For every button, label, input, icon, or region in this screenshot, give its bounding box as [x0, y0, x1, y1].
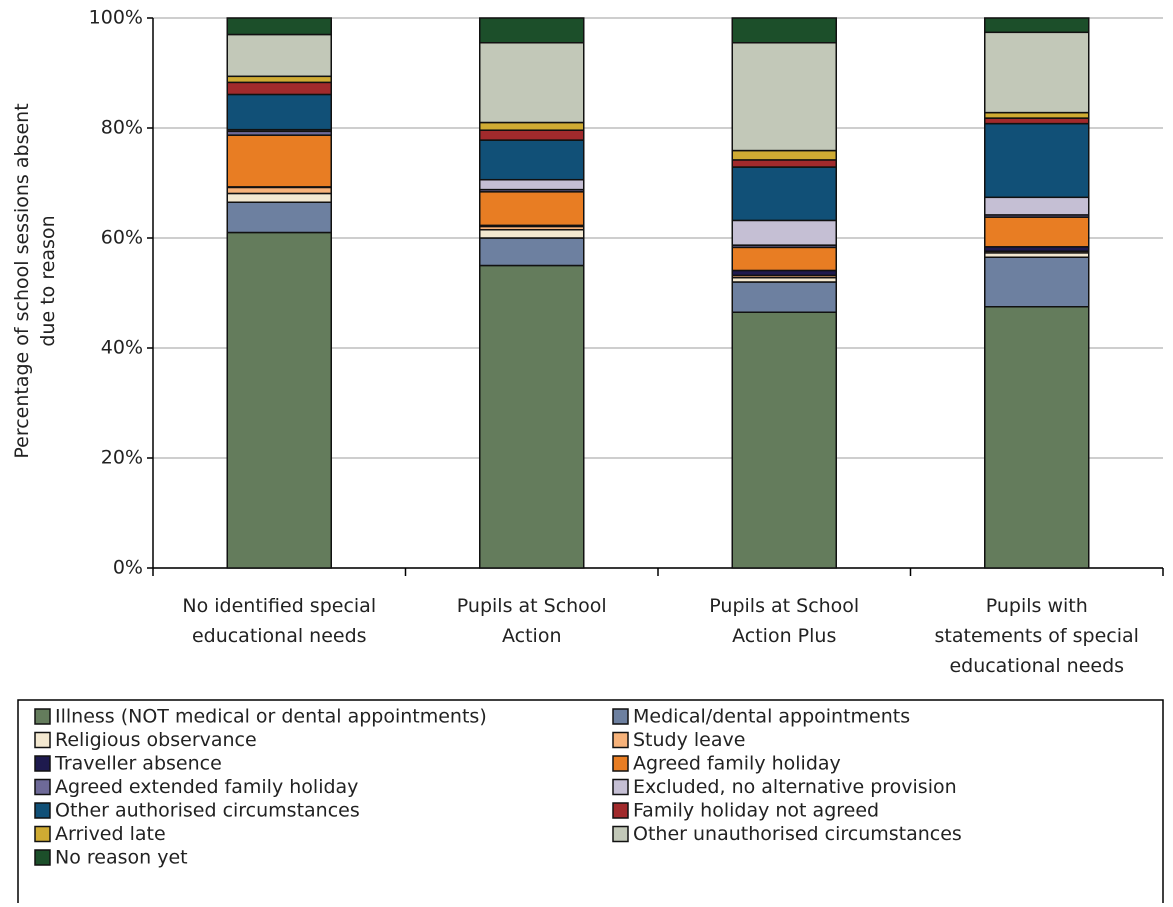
legend-label: Family holiday not agreed: [633, 800, 879, 822]
legend-label: Medical/dental appointments: [633, 706, 910, 728]
legend-swatch: [34, 849, 51, 866]
x-tick-label: Pupils at School Action Plus: [709, 595, 859, 647]
bar-segment: [731, 246, 837, 272]
bar-segment: [984, 117, 1090, 125]
bar-segment: [984, 256, 1090, 308]
y-tick-label: 40%: [101, 337, 143, 359]
bar-segment: [226, 33, 332, 78]
bar-segment: [226, 134, 332, 188]
legend-swatch: [612, 802, 629, 819]
bar-segment: [731, 311, 837, 569]
bar-segment: [226, 93, 332, 131]
y-tick-label: 0%: [113, 557, 143, 579]
legend-label: Other unauthorised circumstances: [633, 823, 962, 845]
legend-swatch: [34, 802, 51, 819]
x-tick-label: Pupils with statements of special educatio…: [935, 595, 1139, 677]
bar-segment: [731, 159, 837, 168]
bar-segment: [984, 122, 1090, 199]
bar-segment: [984, 17, 1090, 34]
bar-segment: [479, 264, 585, 569]
legend-label: Traveller absence: [54, 753, 222, 775]
bar-segment: [479, 129, 585, 141]
legend-label: Illness (NOT medical or dental appointme…: [55, 706, 487, 728]
bar-segment: [226, 231, 332, 569]
y-tick-label: 60%: [101, 227, 143, 249]
legend-label: No reason yet: [55, 847, 188, 869]
bar-segment: [984, 31, 1090, 114]
bar-segment: [479, 139, 585, 181]
y-tick-label: 20%: [101, 447, 143, 469]
y-tick-label: 80%: [101, 117, 143, 139]
bar-segment: [984, 111, 1090, 119]
legend-label: Arrived late: [55, 823, 166, 845]
bar-segment: [479, 237, 585, 267]
bar-segment: [984, 196, 1090, 216]
bar-segment: [479, 178, 585, 191]
bar-segment: [731, 149, 837, 161]
legend-label: Excluded, no alternative provision: [633, 776, 957, 798]
legend-swatch: [612, 755, 629, 772]
legend-label: Study leave: [633, 729, 745, 751]
legend-box: [17, 699, 1164, 907]
y-tick-label: 100%: [89, 7, 143, 29]
x-tick-label: Pupils at School Action: [457, 595, 607, 647]
legend-swatch: [34, 825, 51, 843]
legend-swatch: [34, 731, 51, 749]
bar-segment: [984, 306, 1090, 569]
bar-segment: [731, 219, 837, 246]
bar-segment: [479, 229, 585, 239]
legend-swatch: [34, 755, 51, 772]
legend-swatch: [34, 708, 51, 725]
legend: Illness (NOT medical or dental appointme…: [17, 699, 1164, 907]
bar-segment: [226, 81, 332, 96]
bar-segment: [479, 17, 585, 44]
legend-label: Other authorised circumstances: [55, 800, 360, 822]
legend-label: Religious observance: [55, 729, 257, 751]
legend-label: Agreed family holiday: [633, 753, 841, 775]
x-tick-label: No identified special educational needs: [182, 595, 376, 647]
legend-label: Agreed extended family holiday: [55, 776, 358, 798]
legend-swatch: [34, 778, 51, 796]
bar-segment: [984, 216, 1090, 248]
bar-segment: [226, 201, 332, 234]
bar-segment: [479, 191, 585, 227]
bar-segment: [226, 186, 332, 195]
bar-segment: [731, 17, 837, 44]
bar-segment: [731, 281, 837, 313]
bar-segment: [226, 75, 332, 84]
legend-swatch: [612, 708, 629, 725]
bar-segment: [226, 17, 332, 36]
legend-swatch: [612, 778, 629, 796]
y-axis-label: Percentage of school sessions absent due …: [11, 103, 59, 458]
bar-segment: [226, 192, 332, 203]
bar-segment: [479, 42, 585, 124]
bar-segment: [479, 121, 585, 131]
bar-segment: [731, 42, 837, 152]
legend-swatch: [612, 731, 629, 749]
legend-swatch: [612, 825, 629, 843]
bar-segment: [731, 166, 837, 222]
